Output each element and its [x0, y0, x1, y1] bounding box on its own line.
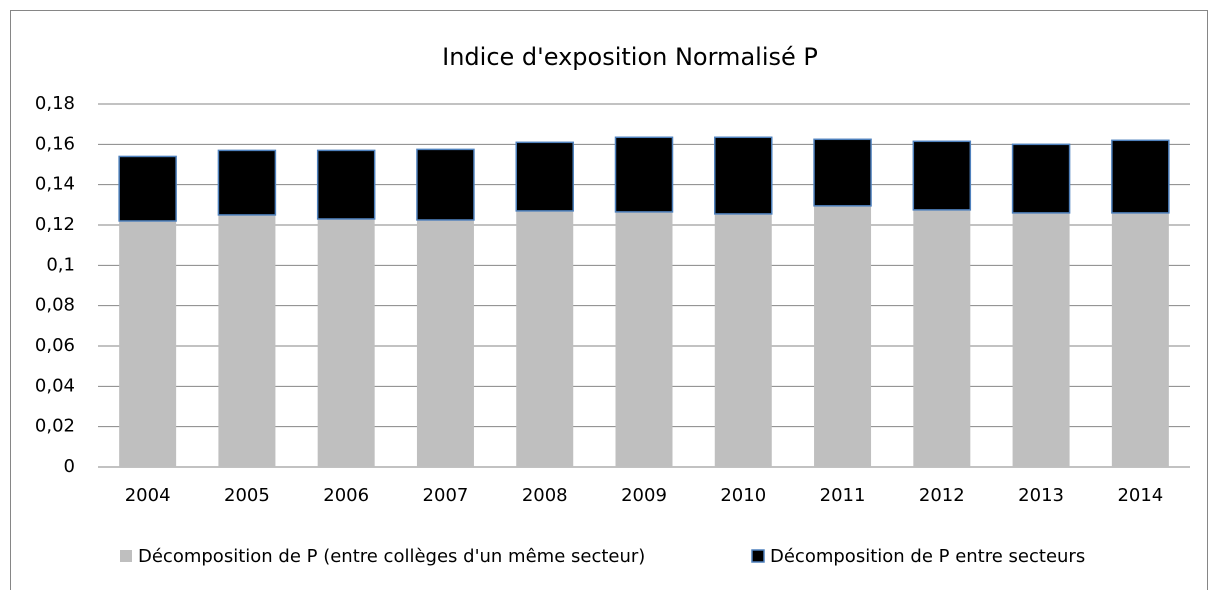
bar: [912, 140, 972, 211]
x-tick-label: 2011: [820, 485, 866, 506]
x-tick-label: 2014: [1117, 485, 1163, 506]
y-tick-label: 0,16: [35, 133, 75, 154]
bar: [615, 211, 673, 467]
y-tick-label: 0,12: [35, 214, 75, 235]
bar: [1111, 139, 1170, 214]
bar: [614, 136, 674, 213]
y-tick-label: 0,08: [35, 295, 75, 316]
y-tick-label: 0,1: [46, 254, 75, 275]
bar: [218, 214, 276, 467]
bar: [416, 148, 475, 221]
x-tick-label: 2007: [423, 485, 469, 506]
chart-frame: [10, 10, 1208, 590]
bar: [714, 136, 773, 215]
y-tick-label: 0,06: [35, 335, 75, 356]
bar: [416, 219, 474, 467]
x-tick-label: 2009: [621, 485, 667, 506]
bar: [118, 155, 177, 222]
bar: [814, 205, 872, 467]
chart-title: Indice d'exposition Normalisé P: [442, 43, 818, 71]
legend-swatch: [120, 550, 132, 562]
y-tick-label: 0: [64, 456, 75, 477]
y-tick-label: 0,18: [35, 93, 75, 114]
bar: [119, 220, 177, 467]
legend-label: Décomposition de P entre secteurs: [770, 546, 1085, 567]
y-tick-label: 0,14: [35, 174, 75, 195]
bar: [1111, 212, 1169, 467]
bar: [913, 209, 971, 467]
bar: [317, 218, 375, 467]
bar: [1011, 143, 1071, 214]
legend-label: Décomposition de P (entre collèges d'un …: [138, 546, 645, 567]
bar: [516, 210, 574, 467]
x-tick-label: 2008: [522, 485, 568, 506]
legend-swatch: [751, 549, 765, 563]
x-tick-label: 2012: [919, 485, 965, 506]
x-tick-label: 2005: [224, 485, 270, 506]
x-tick-label: 2013: [1018, 485, 1064, 506]
x-tick-label: 2010: [720, 485, 766, 506]
bar: [515, 141, 574, 212]
bar: [217, 149, 277, 216]
x-tick-label: 2006: [323, 485, 369, 506]
bar: [714, 213, 772, 467]
bar: [1012, 212, 1070, 467]
y-tick-label: 0,02: [35, 416, 75, 437]
bar: [316, 149, 376, 220]
bar: [813, 138, 872, 207]
x-tick-label: 2004: [125, 485, 171, 506]
y-tick-label: 0,04: [35, 375, 75, 396]
